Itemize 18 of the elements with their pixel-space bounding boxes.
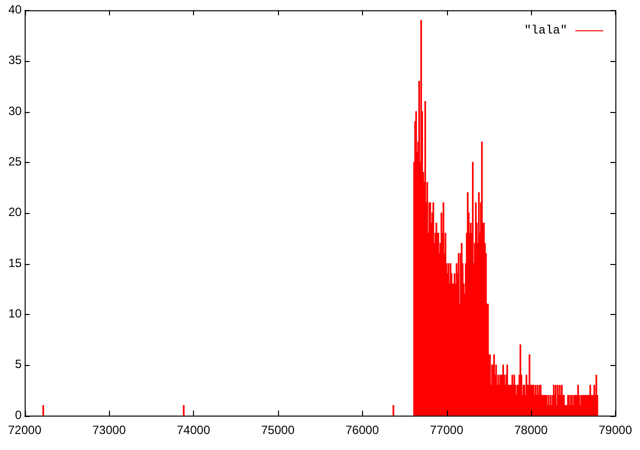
y-tick-label: 30 (8, 104, 22, 118)
x-tick-label: 79000 (598, 423, 632, 438)
legend-label: "lala" (524, 23, 568, 38)
y-tick-label: 20 (8, 205, 22, 220)
y-tick-label: 25 (8, 154, 22, 169)
x-tick-label: 78000 (514, 423, 548, 438)
x-tick-label: 75000 (261, 423, 295, 438)
y-tick-label: 10 (8, 306, 22, 321)
y-tick-label: 35 (8, 53, 22, 68)
y-tick-label: 5 (14, 357, 22, 372)
x-tick-label: 72000 (8, 423, 42, 438)
y-tick-label: 15 (8, 256, 22, 270)
x-tick-label: 76000 (346, 423, 380, 438)
x-tick-label: 77000 (430, 423, 464, 438)
y-tick-label: 40 (8, 2, 22, 17)
x-tick-label: 74000 (176, 423, 210, 438)
y-tick-label: 0 (14, 408, 22, 422)
x-tick-label: 73000 (92, 423, 126, 438)
